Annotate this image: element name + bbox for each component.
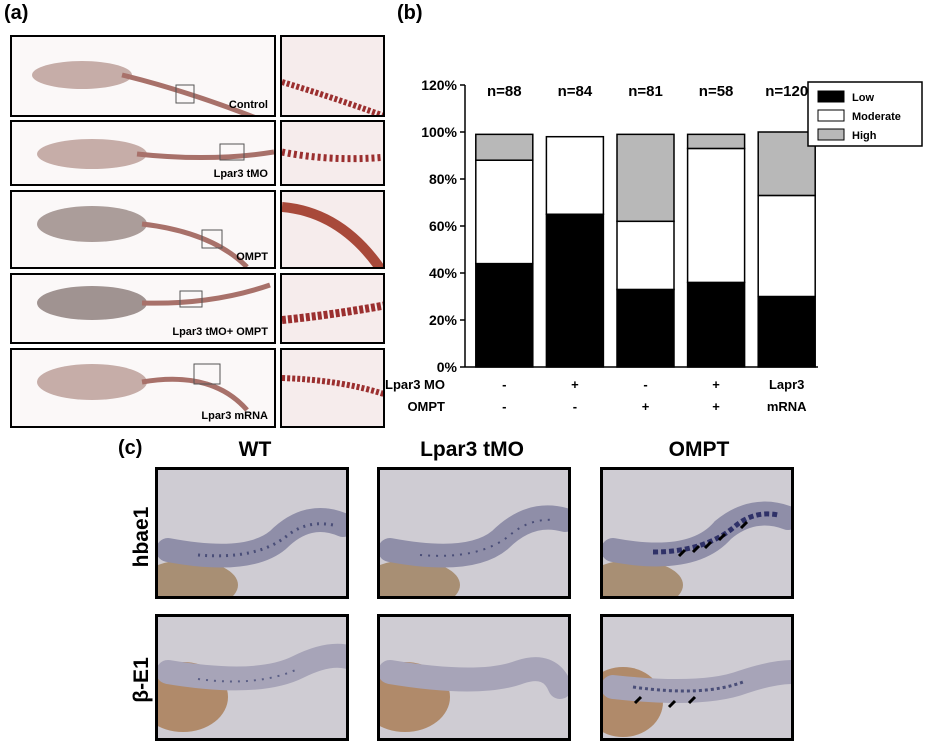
legend-label-low: Low [852, 92, 874, 104]
fish-drawing [32, 61, 256, 115]
bar-moderate-3 [616, 220, 675, 291]
condition-value: + [712, 399, 720, 414]
fish-image-ompt: OMPT [10, 190, 276, 269]
n-label: n=58 [699, 83, 734, 100]
column-title-lpar3-tmo: Lpar3 tMO [420, 438, 524, 461]
fish-drawing [37, 282, 271, 320]
y-tick-label: 100% [421, 124, 457, 140]
n-label: n=88 [487, 83, 522, 100]
zoom-image-lpar3-mrna [280, 348, 385, 428]
legend-label-moderate: Moderate [852, 111, 901, 123]
n-label: n=84 [558, 83, 593, 100]
bar-low-4 [686, 281, 746, 368]
column-title-wt: WT [238, 438, 272, 461]
fish-image-lpar3-mrna: Lpar3 mRNA [10, 348, 276, 428]
bar-high-4 [686, 133, 746, 150]
panel-c-label: (c) [118, 437, 143, 459]
row-title-hbae1: hbae1 [130, 506, 153, 568]
panel-a-label: (a) [4, 2, 29, 24]
bar-high-3 [616, 133, 675, 223]
bar-low-3 [616, 288, 675, 368]
zoom-image-ompt [280, 190, 385, 269]
condition-row-label: OMPT [407, 399, 445, 414]
stacked-bar-chart: 0% 20% 40% 60% 80% 100% 120% n=88 - - n=84 + - n=81 - +… [385, 77, 923, 414]
ish-image-wt-hbae1 [155, 467, 349, 599]
condition-value: mRNA [767, 399, 807, 414]
n-label: n=81 [628, 83, 663, 100]
fish-image-lpar3-tmo-ompt: Lpar3 tMO+ OMPT [10, 273, 276, 344]
y-tick-label: 60% [429, 218, 458, 234]
legend-swatch-moderate [817, 109, 845, 122]
zoom-image-control [280, 35, 385, 117]
bar-low-2 [545, 213, 605, 368]
bar-moderate-5 [757, 194, 816, 298]
legend-swatch-high [817, 128, 845, 141]
bar-high-5 [757, 131, 816, 197]
fish-drawing [37, 206, 249, 267]
ish-image-ompt-beta-e1 [600, 614, 794, 741]
bar-low-1 [475, 262, 534, 368]
bar-moderate-4 [686, 147, 746, 284]
row-title-beta-e1: β-E1 [130, 657, 153, 703]
panel-b-label: (b) [397, 2, 423, 24]
y-tick-label: 80% [429, 171, 458, 187]
legend-swatch-low [817, 90, 845, 103]
legend-label-high: High [852, 130, 877, 142]
bar-low-5 [757, 295, 816, 368]
fish-label-lpar3-tmo: Lpar3 tMO [213, 168, 268, 180]
ish-image-lpar3-tmo-beta-e1 [377, 614, 571, 741]
fish-drawing [37, 139, 274, 169]
condition-value: + [571, 377, 579, 392]
ish-image-lpar3-tmo-hbae1 [377, 467, 571, 599]
fish-label-lpar3-tmo-ompt: Lpar3 tMO+ OMPT [172, 326, 268, 338]
zoom-image-lpar3-tmo-ompt [280, 273, 385, 344]
n-label: n=120 [765, 83, 808, 100]
bar-moderate-2 [545, 135, 605, 215]
bar-moderate-1 [475, 159, 534, 265]
condition-value: + [642, 399, 650, 414]
fish-image-control: Control [10, 35, 276, 117]
condition-value: - [502, 377, 506, 392]
ish-image-ompt-hbae1 [600, 467, 794, 599]
y-tick-label: 40% [429, 265, 458, 281]
y-tick-label: 20% [429, 312, 458, 328]
condition-value: - [643, 377, 647, 392]
column-title-ompt: OMPT [668, 438, 730, 461]
fish-drawing [37, 363, 249, 412]
condition-value: - [573, 399, 577, 414]
fish-label-control: Control [228, 99, 268, 111]
condition-row-label: Lpar3 MO [385, 377, 445, 392]
fish-image-lpar3-tmo: Lpar3 tMO [10, 120, 276, 186]
y-tick-label: 0% [437, 359, 458, 375]
bar-high-1 [475, 133, 534, 161]
fish-label-lpar3-mrna: Lpar3 mRNA [201, 410, 268, 422]
condition-value: + [712, 377, 720, 392]
y-tick-label: 120% [421, 77, 457, 93]
zoom-image-lpar3-tmo [280, 120, 385, 186]
condition-value: - [502, 399, 506, 414]
fish-label-ompt: OMPT [236, 251, 268, 263]
condition-value: Lapr3 [769, 377, 804, 392]
ish-image-wt-beta-e1 [155, 614, 349, 741]
